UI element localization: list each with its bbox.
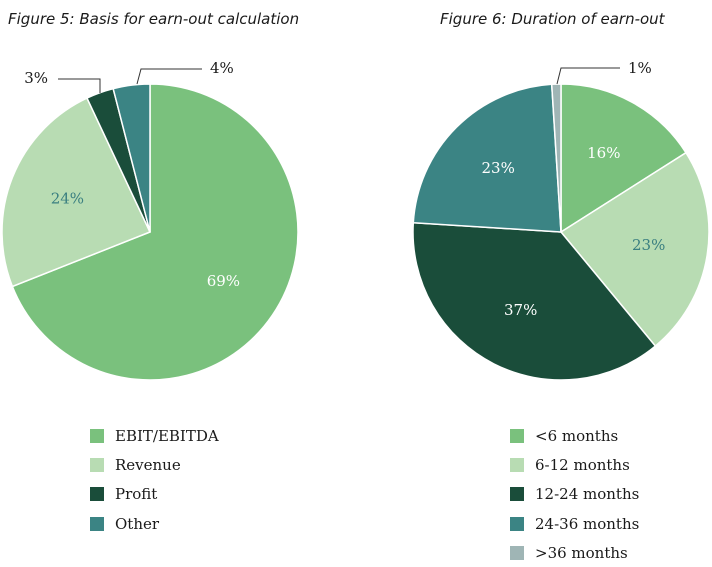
legend-swatch [90, 487, 104, 502]
pie-chart-1: 69% 24% 3% 4% [1, 59, 299, 381]
figure-5-title: Figure 5: Basis for earn-out calculation [8, 10, 300, 28]
legend-item-gt-36-months: >36 months [510, 538, 639, 567]
legend-item-6-12-months: 6-12 months [510, 450, 639, 479]
data-label: 4% [210, 59, 234, 77]
data-label: 16% [587, 144, 620, 162]
pie-slice-6-months [560, 83, 687, 234]
pie-slice-36-months [550, 83, 562, 233]
legend-swatch [510, 428, 524, 443]
figure-5-legend: EBIT/EBITDA Revenue Profit Other [90, 421, 219, 538]
pie-slice-other [112, 83, 151, 233]
data-label: 24% [51, 189, 84, 207]
data-label: 23% [632, 236, 665, 254]
legend-label: EBIT/EBITDA [115, 426, 219, 445]
pie-slice-24-36-months [412, 83, 562, 233]
legend-label: 24-36 months [535, 514, 640, 533]
data-label: 3% [24, 69, 48, 87]
legend-swatch [510, 516, 524, 531]
legend-label: Revenue [115, 455, 181, 474]
legend-swatch [90, 428, 104, 443]
pie-slice-12-24-months [412, 221, 657, 381]
legend-swatch [510, 457, 524, 472]
callout-line [136, 68, 202, 85]
legend-item-lt-6-months: <6 months [510, 421, 639, 450]
callout-line [556, 67, 620, 85]
legend-label: >36 months [535, 543, 628, 562]
pie-slice-6-12-months [559, 151, 710, 348]
legend-item-ebit-ebitda: EBIT/EBITDA [90, 421, 219, 450]
legend-item-24-36-months: 24-36 months [510, 509, 639, 538]
data-label: 23% [482, 159, 515, 177]
legend-label: Profit [115, 485, 158, 504]
figure-6-legend: <6 months 6-12 months 12-24 months 24-36… [510, 421, 639, 567]
data-label: 69% [207, 272, 240, 290]
legend-item-other: Other [90, 509, 219, 538]
legend-label: Other [115, 514, 160, 533]
pie-chart-2: 16% 23% 37% 23% 1% [412, 59, 710, 381]
legend-item-12-24-months: 12-24 months [510, 480, 639, 509]
data-label: 1% [628, 59, 652, 77]
legend-label: 6-12 months [535, 455, 630, 474]
figure-6-title: Figure 6: Duration of earn-out [440, 10, 665, 28]
legend-label: 12-24 months [535, 485, 640, 504]
legend-item-revenue: Revenue [90, 450, 219, 479]
data-label: 37% [504, 301, 537, 319]
legend-swatch [90, 457, 104, 472]
legend-swatch [510, 545, 524, 560]
pie-slice-ebit-ebitda [11, 83, 299, 381]
legend-swatch [510, 487, 524, 502]
pie-slice-revenue [1, 97, 152, 288]
legend-label: <6 months [535, 426, 619, 445]
callout-line [58, 78, 101, 93]
legend-item-profit: Profit [90, 480, 219, 509]
legend-swatch [90, 516, 104, 531]
